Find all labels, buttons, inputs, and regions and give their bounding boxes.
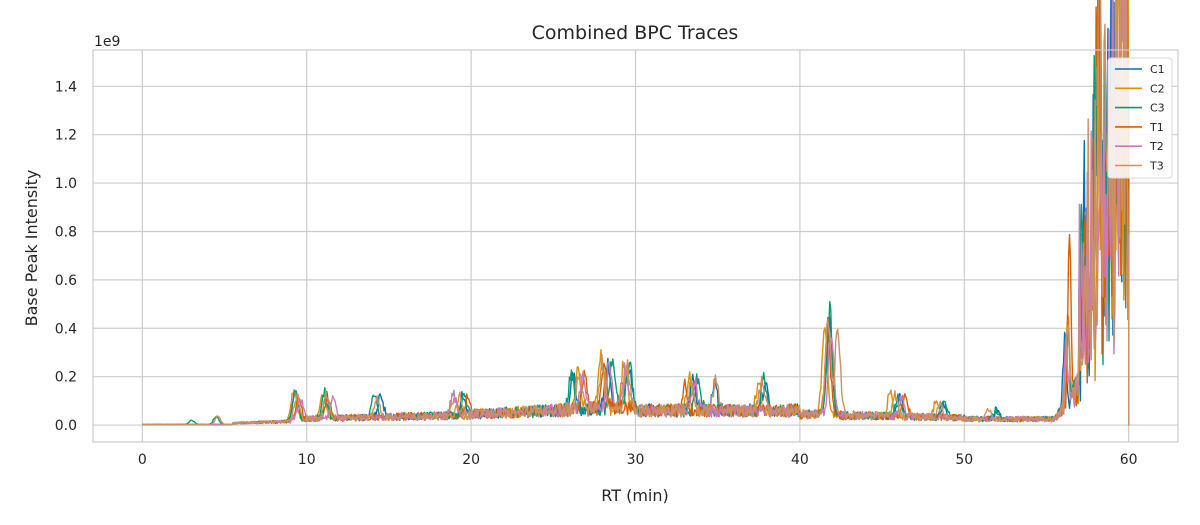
x-tick-label: 30 [627,452,645,468]
y-tick-label: 0.2 [55,370,77,386]
x-tick-label: 40 [791,452,809,468]
legend-label: C3 [1150,102,1165,115]
legend-label: T2 [1149,140,1164,153]
y-tick-label: 0.4 [55,321,77,337]
x-tick-label: 50 [955,452,973,468]
y-tick-label: 1.4 [55,79,77,95]
grid [93,50,1178,442]
y-tick-label: 0.0 [55,418,77,434]
x-tick-label: 10 [298,452,316,468]
x-axis-ticks: 0 10 20 30 40 50 60 [138,452,1138,468]
y-tick-label: 1.0 [55,176,77,192]
y-axis-label: Base Peak Intensity [22,170,41,327]
legend-label: T1 [1149,121,1164,134]
series-layer [142,0,1130,426]
legend: C1 C2 C3 T1 T2 T3 [1107,57,1173,179]
series-line-t3 [142,0,1130,426]
x-axis-label: RT (min) [601,486,668,505]
x-tick-label: 0 [138,452,147,468]
y-axis-ticks: 0.0 0.2 0.4 0.6 0.8 1.0 1.2 1.4 [55,79,77,434]
plot-frame [92,49,1179,443]
legend-label: T3 [1149,160,1164,173]
y-axis-offset-label: 1e9 [94,34,120,50]
chart-title: Combined BPC Traces [532,22,739,44]
x-tick-label: 60 [1120,452,1138,468]
y-tick-label: 0.6 [55,273,77,289]
legend-label: C1 [1150,63,1165,76]
y-tick-label: 1.2 [55,128,77,144]
x-tick-label: 20 [462,452,480,468]
legend-label: C2 [1150,82,1165,95]
y-tick-label: 0.8 [55,224,77,240]
